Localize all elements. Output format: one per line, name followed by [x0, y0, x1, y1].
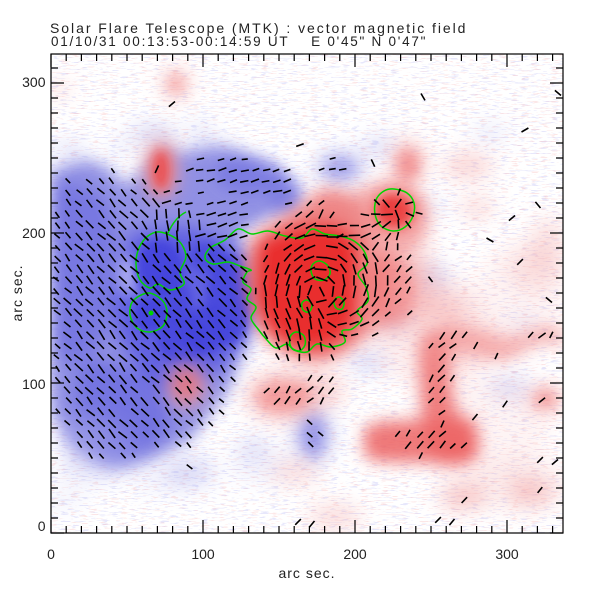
svg-text:0: 0	[38, 518, 46, 534]
svg-text:100: 100	[22, 376, 46, 392]
svg-text:200: 200	[22, 225, 46, 241]
svg-text:0: 0	[47, 546, 55, 562]
svg-text:200: 200	[343, 546, 367, 562]
svg-text:300: 300	[495, 546, 519, 562]
svg-text:Solar Flare Telescope (MTK) :: Solar Flare Telescope (MTK) : vector mag…	[50, 20, 467, 36]
svg-text:arc sec.: arc sec.	[278, 565, 335, 581]
svg-text:arc sec.: arc sec.	[9, 264, 25, 321]
svg-text:100: 100	[191, 546, 215, 562]
svg-text:300: 300	[22, 74, 46, 90]
svg-text:01/10/31 00:13:53-00:14:59 UT: 01/10/31 00:13:53-00:14:59 UT E 0'45" N …	[51, 34, 427, 49]
